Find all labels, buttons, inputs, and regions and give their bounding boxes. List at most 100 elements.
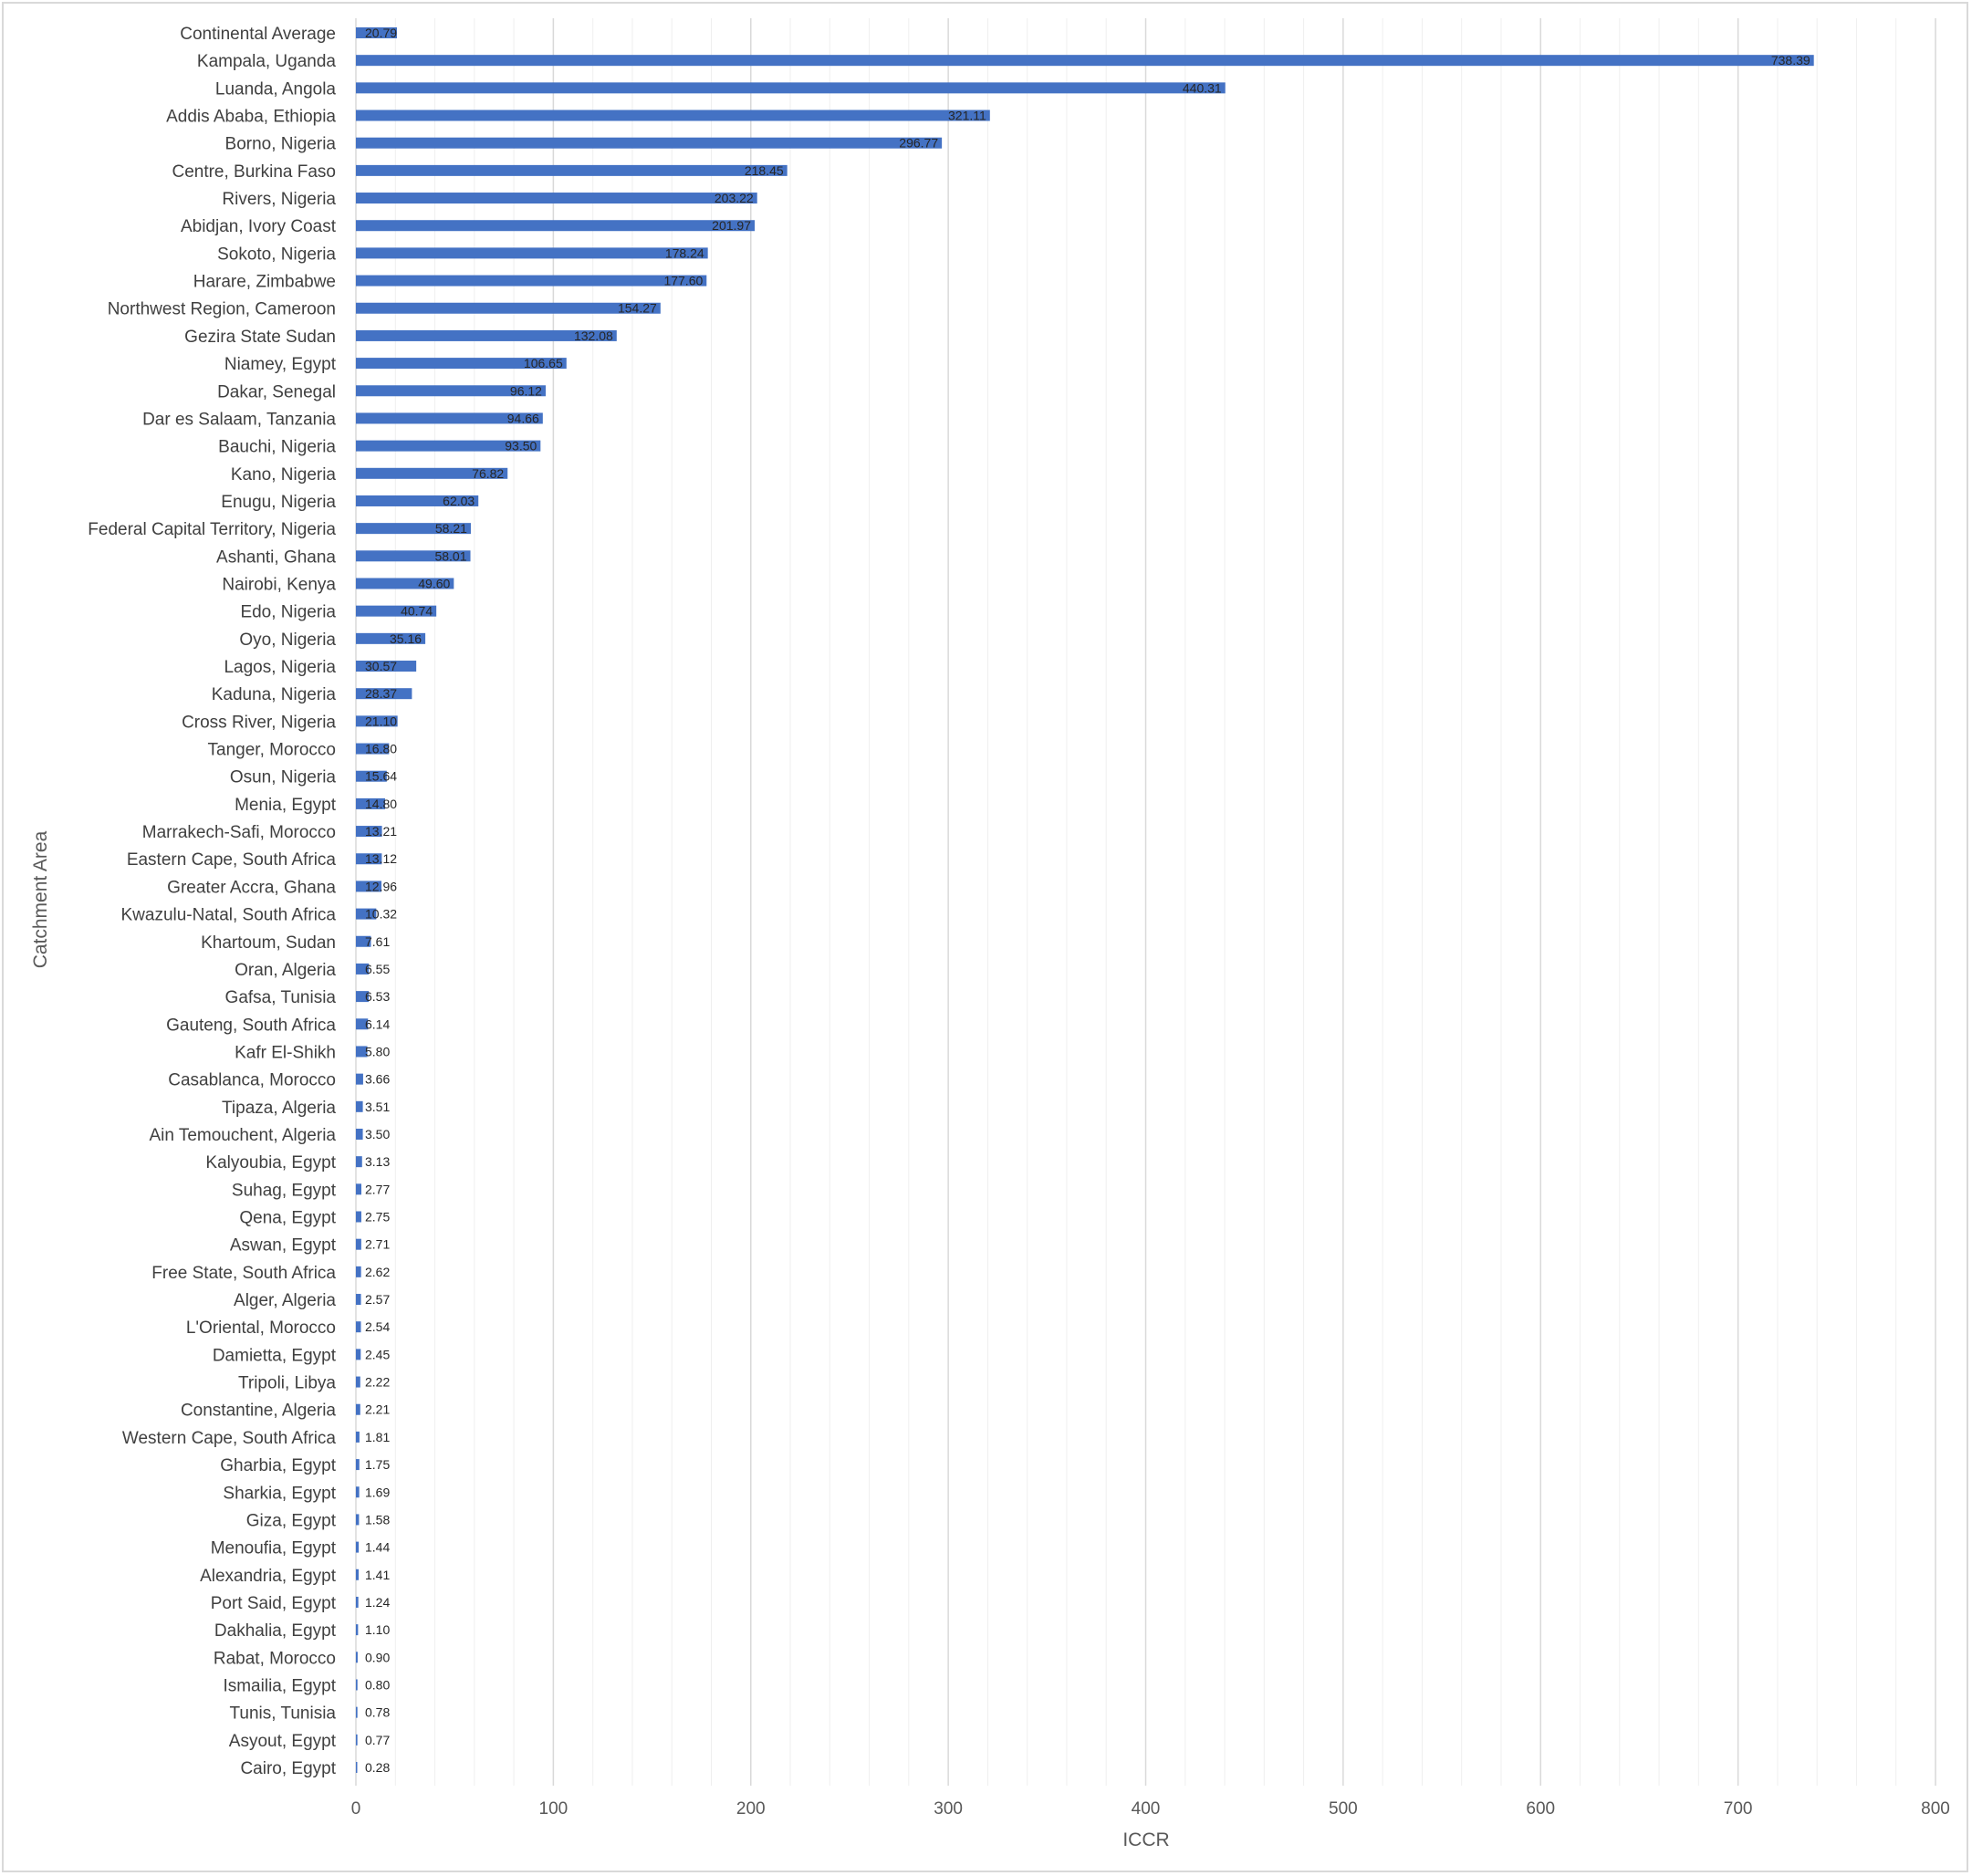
bar <box>356 412 543 424</box>
category-label: Marrakech-Safi, Morocco <box>142 823 336 842</box>
data-label: 2.21 <box>365 1402 390 1417</box>
category-label: Centre, Burkina Faso <box>172 162 336 182</box>
data-label: 1.81 <box>365 1430 390 1444</box>
category-label: Nairobi, Kenya <box>222 575 336 594</box>
category-label: Northwest Region, Cameroon <box>108 300 336 319</box>
data-label: 93.50 <box>505 439 537 453</box>
data-label: 3.13 <box>365 1154 390 1169</box>
data-label: 201.97 <box>712 218 751 233</box>
category-label: Oran, Algeria <box>235 961 336 980</box>
category-label: Harare, Zimbabwe <box>193 273 336 292</box>
data-label: 0.28 <box>365 1760 390 1775</box>
data-label: 40.74 <box>401 604 433 619</box>
x-tick-label: 800 <box>1921 1799 1950 1819</box>
data-label: 3.51 <box>365 1100 390 1114</box>
category-label: Kwazulu-Natal, South Africa <box>120 906 336 925</box>
bar <box>356 495 479 506</box>
data-label: 440.31 <box>1183 80 1222 95</box>
data-label: 0.90 <box>365 1650 390 1664</box>
category-label: Cairo, Egypt <box>240 1759 336 1778</box>
category-label: Tripoli, Libya <box>238 1374 336 1393</box>
bar <box>356 1486 360 1498</box>
bar <box>356 1073 363 1085</box>
data-label: 13.21 <box>365 824 397 839</box>
category-label: Menoufia, Egypt <box>211 1539 337 1558</box>
category-label: Aswan, Egypt <box>230 1236 337 1256</box>
data-label: 15.64 <box>365 769 397 784</box>
data-label: 2.57 <box>365 1292 390 1307</box>
bar <box>356 1652 358 1663</box>
data-label: 5.80 <box>365 1044 390 1058</box>
data-label: 21.10 <box>365 714 397 728</box>
category-label: Khartoum, Sudan <box>201 933 336 953</box>
bar <box>356 1156 362 1168</box>
bar <box>356 1238 361 1250</box>
data-label: 6.14 <box>365 1016 390 1031</box>
data-label: 30.57 <box>365 659 397 673</box>
data-label: 16.80 <box>365 742 397 756</box>
data-label: 2.54 <box>365 1319 390 1334</box>
bar <box>356 1211 361 1223</box>
data-label: 1.10 <box>365 1622 390 1637</box>
category-label: Damietta, Egypt <box>213 1346 337 1365</box>
bar <box>356 1376 360 1388</box>
category-label: Sokoto, Nigeria <box>217 245 336 264</box>
bar <box>356 770 387 782</box>
bar <box>356 275 707 287</box>
category-labels: Continental Average Kampala, Uganda Luanda… <box>88 25 336 1778</box>
bar <box>356 467 508 479</box>
bar <box>356 605 437 617</box>
category-label: Port Said, Egypt <box>211 1594 337 1613</box>
category-label: Kampala, Uganda <box>197 52 337 71</box>
category-label: Gauteng, South Africa <box>166 1016 336 1035</box>
category-label: Kalyoubia, Egypt <box>205 1153 336 1172</box>
bar <box>356 1679 358 1691</box>
data-label: 13.12 <box>365 851 397 866</box>
bar <box>356 247 708 259</box>
x-tick-label: 200 <box>736 1799 766 1819</box>
data-label: 178.24 <box>665 245 704 260</box>
x-axis-title: ICCR <box>1122 1829 1169 1850</box>
category-label: Tunis, Tunisia <box>229 1704 336 1724</box>
x-tick-label: 400 <box>1132 1799 1161 1819</box>
category-label: Abidjan, Ivory Coast <box>181 217 337 236</box>
data-label: 1.41 <box>365 1568 390 1582</box>
x-tick-label: 500 <box>1329 1799 1358 1819</box>
data-labels: 20.79 738.39 440.31 321.11 296.77 218.45 203.2… <box>365 26 1810 1775</box>
data-label: 218.45 <box>745 163 784 178</box>
x-tick-label: 0 <box>351 1799 361 1819</box>
data-label: 35.16 <box>390 631 422 646</box>
bar <box>356 164 788 176</box>
data-label: 6.55 <box>365 962 390 976</box>
category-label: Niamey, Egypt <box>224 355 337 374</box>
category-label: Kaduna, Nigeria <box>212 685 337 704</box>
data-label: 12.96 <box>365 879 397 893</box>
bars <box>356 27 1814 1773</box>
category-label: Addis Ababa, Ethiopia <box>166 108 336 127</box>
gridlines <box>355 18 1936 1786</box>
bar <box>356 688 412 700</box>
bar <box>356 743 390 755</box>
data-label: 2.75 <box>365 1210 390 1225</box>
data-label: 49.60 <box>418 576 450 590</box>
data-label: 1.24 <box>365 1595 390 1610</box>
bar <box>356 797 386 809</box>
bar <box>356 358 567 370</box>
bar <box>356 963 370 974</box>
bar <box>356 27 397 38</box>
category-label: Alger, Algeria <box>234 1291 336 1310</box>
category-label: Dakhalia, Egypt <box>214 1621 337 1641</box>
x-tick-label: 700 <box>1724 1799 1753 1819</box>
bar <box>356 715 398 727</box>
category-label: Greater Accra, Ghana <box>167 878 336 897</box>
bar <box>356 632 426 644</box>
data-label: 58.21 <box>435 521 467 536</box>
data-label: 132.08 <box>574 328 613 343</box>
category-label: Constantine, Algeria <box>181 1402 336 1421</box>
bar <box>356 385 546 397</box>
data-label: 1.69 <box>365 1485 390 1499</box>
data-label: 1.75 <box>365 1457 390 1472</box>
data-label: 2.71 <box>365 1237 390 1252</box>
